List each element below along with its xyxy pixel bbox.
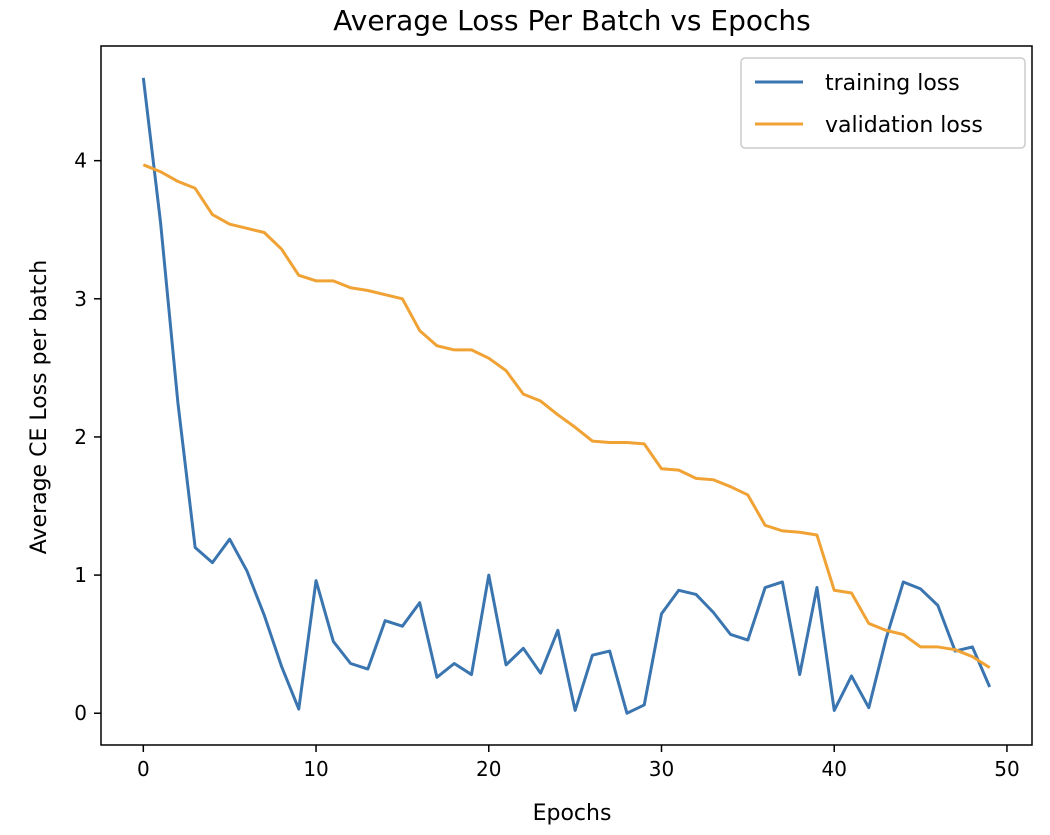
legend-box xyxy=(740,57,1026,149)
plot-area xyxy=(100,45,1033,746)
x-tick-label: 20 xyxy=(476,757,501,781)
legend-label-0: training loss xyxy=(825,71,960,96)
axis-ticks: 0 10 20 30 40 50 0 1 2 3 4 xyxy=(74,149,1019,781)
y-tick-label: 0 xyxy=(74,701,87,725)
x-tick-label: 50 xyxy=(994,757,1019,781)
x-tick-label: 0 xyxy=(137,757,150,781)
y-tick-label: 4 xyxy=(74,149,87,173)
x-axis-label: Epochs xyxy=(533,801,612,826)
chart-title: Average Loss Per Batch vs Epochs xyxy=(333,4,811,37)
legend-label-1: validation loss xyxy=(825,113,983,138)
y-axis-label: Average CE Loss per batch xyxy=(27,260,52,555)
legend: training loss validation loss xyxy=(740,57,1026,149)
axes-frame xyxy=(100,45,1033,746)
y-tick-label: 1 xyxy=(74,563,87,587)
x-tick-label: 10 xyxy=(303,757,328,781)
series-line-1 xyxy=(142,163,991,669)
y-tick-label: 3 xyxy=(74,287,87,311)
x-tick-label: 30 xyxy=(649,757,674,781)
series-line-0 xyxy=(141,77,992,715)
y-tick-label: 2 xyxy=(74,425,87,449)
x-tick-label: 40 xyxy=(822,757,847,781)
